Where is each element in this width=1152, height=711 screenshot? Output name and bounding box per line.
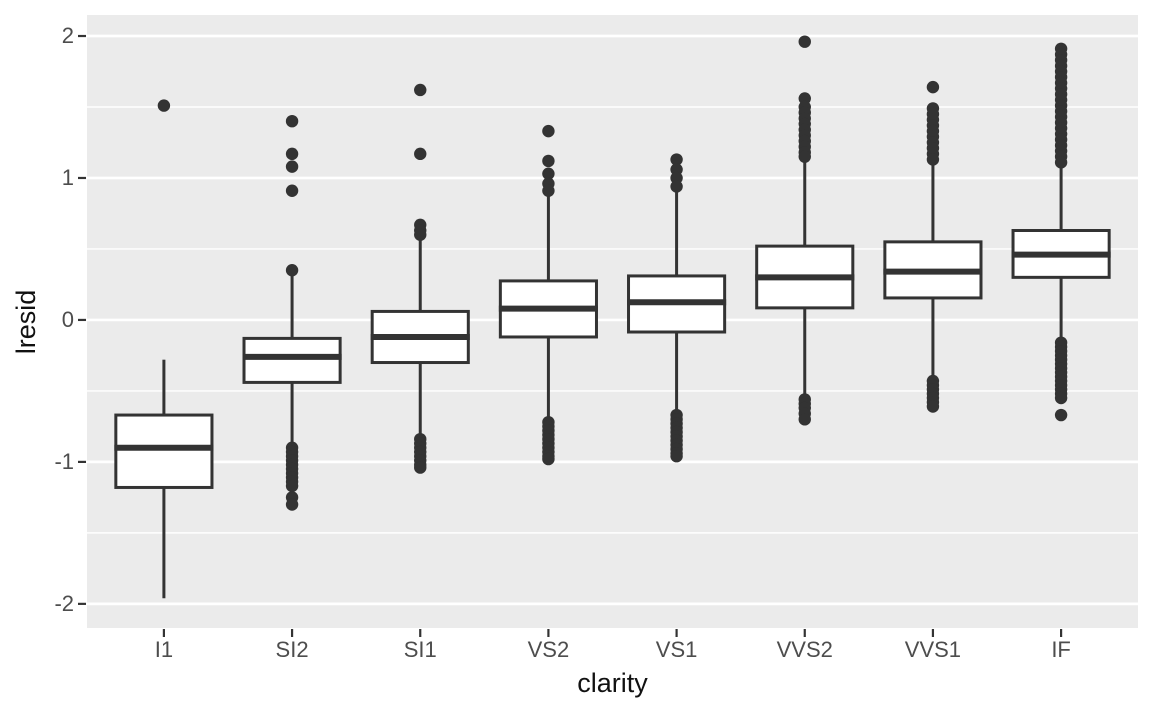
iqr-box <box>242 336 342 384</box>
outlier-point <box>926 80 940 94</box>
outlier-point <box>670 180 683 193</box>
x-tick-label: VS1 <box>655 637 698 662</box>
x-tick-label: VVS2 <box>776 637 833 662</box>
outlier-point <box>414 461 427 474</box>
boxplot-I1 <box>114 99 214 599</box>
boxplot-SI2 <box>242 114 342 511</box>
x-axis-title: clarity <box>577 668 648 698</box>
boxplot-VS1 <box>627 153 727 463</box>
outlier-point <box>798 92 811 105</box>
outlier-point <box>926 153 940 166</box>
outlier-point <box>414 147 427 161</box>
x-tick-label: SI2 <box>275 637 309 662</box>
outlier-point <box>157 99 171 112</box>
outlier-point <box>542 154 555 168</box>
outlier-point <box>285 114 299 128</box>
outlier-point <box>285 479 299 493</box>
x-tick-label: SI1 <box>403 637 437 662</box>
outlier-point <box>798 35 811 48</box>
outlier-point <box>414 83 427 97</box>
outlier-point <box>926 400 940 413</box>
outlier-point <box>542 184 555 197</box>
y-tick-label: 1 <box>61 164 74 190</box>
outlier-point <box>798 413 811 426</box>
outlier-point <box>670 153 683 166</box>
plot-panel <box>87 15 1138 628</box>
outlier-point <box>670 171 683 185</box>
y-axis-title: lresid <box>11 289 41 354</box>
x-tick-label: I1 <box>154 637 174 662</box>
boxplot-VS2 <box>498 124 598 466</box>
outlier-point <box>670 163 683 176</box>
y-tick-label: -2 <box>54 590 74 616</box>
boxplot-VVS2 <box>755 35 855 426</box>
outlier-point <box>414 228 427 241</box>
x-tick-label: VS2 <box>527 637 570 662</box>
outlier-point <box>285 498 299 511</box>
x-tick-label: VVS1 <box>904 637 962 662</box>
boxplot-IF <box>1011 42 1111 422</box>
iqr-box <box>114 413 214 489</box>
outlier-point <box>798 150 811 163</box>
outlier-point <box>1054 391 1068 405</box>
y-tick-label: 2 <box>61 23 74 48</box>
outlier-point <box>670 450 683 463</box>
y-tick-label: 0 <box>61 306 74 332</box>
boxplot-VVS1 <box>883 80 983 413</box>
x-tick-label: IF <box>1051 637 1071 662</box>
outlier-point <box>285 184 299 197</box>
boxplot-SI1 <box>370 83 470 474</box>
outlier-point <box>1054 408 1068 422</box>
outlier-point <box>285 147 299 161</box>
outlier-point <box>285 160 299 173</box>
outlier-point <box>542 124 555 138</box>
outlier-point <box>1054 156 1068 169</box>
outlier-point <box>542 167 555 180</box>
outlier-point <box>542 452 555 466</box>
y-tick-label: -1 <box>54 448 74 474</box>
outlier-point <box>285 264 299 277</box>
